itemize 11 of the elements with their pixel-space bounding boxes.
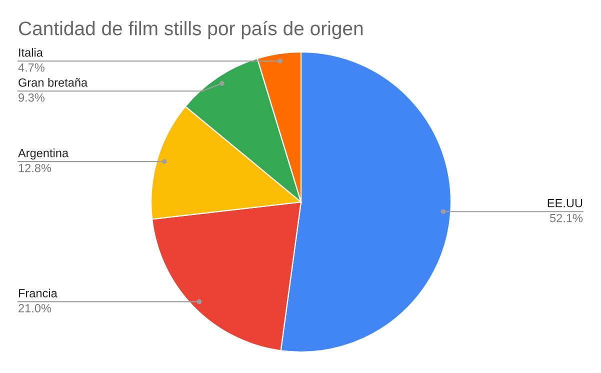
slice-label: Argentina xyxy=(18,148,69,160)
slice-label: Italia xyxy=(19,48,43,57)
data-label: 52.1% xyxy=(550,214,583,222)
data-label: 4.7% xyxy=(18,63,44,72)
slice-label: Gran bretaña xyxy=(18,78,88,87)
data-label: 9.3% xyxy=(18,93,44,102)
chart-title: Cantidad de film stills por país de origen xyxy=(18,20,363,40)
data-label: 12.8% xyxy=(18,164,52,172)
slice-label: EE.UU xyxy=(548,199,582,208)
slice-label: Francia xyxy=(18,288,58,298)
data-label: 21.0% xyxy=(18,304,52,312)
